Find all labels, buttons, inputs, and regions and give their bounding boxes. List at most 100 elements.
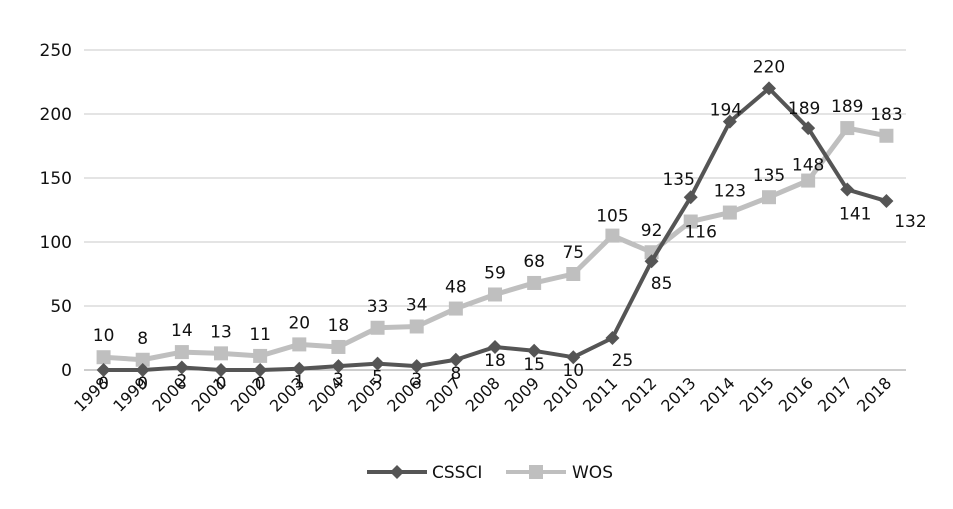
legend: CSSCI WOS	[367, 463, 613, 483]
data-label-cssci: 0	[255, 374, 266, 394]
data-point-cssci	[253, 363, 268, 377]
legend-item-wos: WOS	[506, 463, 613, 483]
data-point-wos	[292, 337, 307, 352]
data-point-wos	[527, 275, 542, 290]
data-point-wos	[605, 228, 620, 243]
data-point-cssci	[96, 363, 111, 377]
data-point-cssci	[527, 343, 542, 358]
data-point-cssci	[331, 359, 346, 374]
data-label-wos: 48	[445, 278, 467, 298]
data-label-cssci: 132	[894, 212, 926, 232]
data-label-wos: 14	[171, 321, 193, 341]
data-point-cssci	[488, 339, 502, 354]
data-label-cssci: 25	[612, 351, 634, 371]
data-point-cssci	[566, 350, 581, 365]
data-point-wos	[135, 352, 150, 367]
data-label-cssci: 85	[651, 274, 673, 294]
x-tick-label: 2013	[657, 373, 699, 415]
data-label-cssci: 141	[839, 205, 871, 225]
y-axis-ticks: 0 50 100 150 200 250	[40, 41, 72, 381]
data-point-wos	[96, 350, 111, 365]
legend-label-cssci: CSSCI	[432, 463, 482, 483]
data-label-wos: 75	[562, 243, 584, 263]
y-tick-label: 200	[40, 105, 72, 125]
data-point-wos	[253, 348, 268, 363]
data-point-cssci	[722, 114, 737, 129]
data-label-wos: 33	[367, 297, 389, 317]
data-label-wos: 105	[596, 207, 628, 227]
data-point-wos	[448, 301, 463, 316]
data-point-cssci	[879, 194, 894, 209]
x-tick-label: 2009	[501, 373, 543, 415]
data-label-cssci: 18	[484, 351, 506, 371]
legend-item-cssci: CSSCI	[367, 463, 482, 483]
data-point-wos	[214, 346, 228, 361]
data-label-cssci: 0	[137, 374, 148, 394]
x-tick-label: 2015	[736, 373, 778, 415]
data-label-cssci: 220	[753, 57, 785, 77]
data-point-wos	[566, 267, 581, 281]
data-label-wos: 116	[684, 223, 716, 243]
data-label-cssci: 15	[523, 355, 545, 375]
data-label-wos: 148	[792, 156, 824, 176]
data-label-cssci: 194	[710, 101, 742, 121]
data-point-cssci	[644, 254, 659, 269]
data-label-wos: 8	[137, 329, 148, 349]
x-tick-label: 2014	[696, 373, 738, 415]
data-label-wos: 20	[288, 313, 310, 333]
data-point-cssci	[409, 359, 424, 374]
y-tick-label: 100	[40, 233, 72, 253]
data-label-cssci: 0	[98, 374, 109, 394]
data-label-cssci: 135	[662, 170, 694, 190]
data-point-cssci	[840, 182, 855, 197]
data-label-wos: 123	[714, 182, 746, 202]
data-point-wos	[370, 320, 385, 335]
x-tick-label: 2016	[775, 373, 817, 415]
data-point-cssci	[605, 331, 620, 345]
data-point-wos	[762, 190, 776, 205]
data-label-cssci: 5	[372, 368, 383, 388]
data-label-cssci: 10	[562, 361, 584, 381]
data-label-wos: 11	[249, 325, 271, 345]
y-tick-label: 50	[50, 297, 72, 317]
grid-lines	[84, 49, 906, 371]
data-label-cssci: 2	[176, 371, 187, 391]
data-point-wos	[840, 121, 855, 136]
data-point-cssci	[448, 352, 463, 367]
x-tick-label: 2008	[462, 373, 504, 415]
data-point-wos	[409, 319, 424, 334]
data-label-wos: 59	[484, 263, 506, 283]
data-label-cssci: 1	[294, 373, 305, 393]
data-point-cssci	[762, 81, 776, 96]
data-label-wos: 10	[93, 326, 115, 346]
legend-label-wos: WOS	[572, 463, 613, 483]
data-label-wos: 183	[870, 105, 902, 125]
data-point-cssci	[135, 363, 150, 377]
data-point-cssci	[801, 121, 816, 136]
data-label-cssci: 3	[333, 370, 344, 390]
x-tick-label: 2012	[618, 373, 660, 415]
data-point-wos	[722, 205, 737, 220]
data-point-wos	[488, 287, 502, 302]
data-point-wos	[683, 214, 698, 229]
data-label-wos: 189	[831, 97, 863, 117]
x-tick-label: 2018	[853, 373, 895, 415]
data-label-wos: 13	[210, 322, 232, 342]
data-point-wos	[879, 128, 894, 143]
data-point-wos	[331, 339, 346, 354]
data-point-cssci	[174, 360, 189, 375]
data-label-wos: 135	[753, 166, 785, 186]
series-wos	[96, 121, 894, 367]
data-point-wos	[801, 173, 816, 188]
data-label-cssci: 0	[216, 374, 227, 394]
series-cssci	[96, 81, 894, 377]
series-layer	[96, 81, 894, 377]
x-tick-label: 2017	[814, 373, 856, 415]
y-tick-label: 0	[61, 361, 72, 381]
y-tick-label: 250	[40, 41, 72, 61]
data-label-wos: 34	[406, 295, 428, 315]
x-axis-ticks: 1998199920002001200220032004200520062007…	[70, 373, 895, 415]
data-label-cssci: 3	[411, 370, 422, 390]
